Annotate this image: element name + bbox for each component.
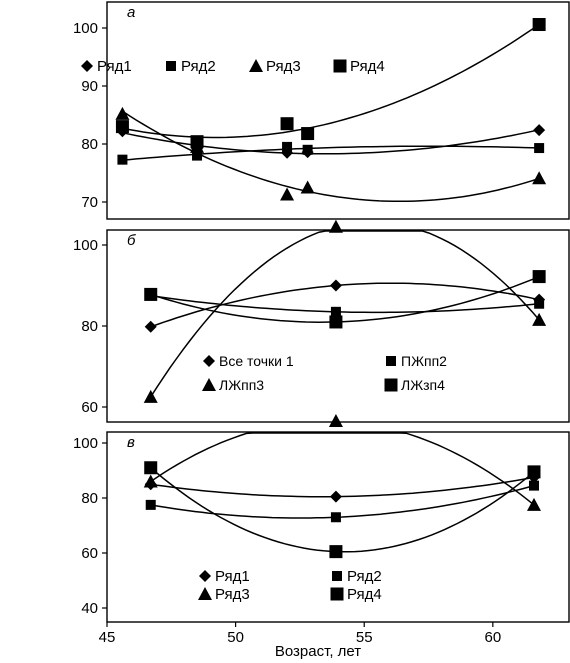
y-tick-label: 70 [81, 194, 98, 211]
data-point-series-3 [532, 312, 547, 326]
y-tick-label: 80 [81, 318, 98, 335]
trend-line-series-4 [150, 467, 535, 553]
legend-label-series-4: Ряд4 [347, 586, 382, 603]
data-point-series-2 [117, 154, 128, 165]
data-point-series-2 [145, 499, 156, 510]
data-point-series-4 [329, 545, 343, 559]
data-point-series-3 [328, 219, 343, 233]
data-point-series-3 [143, 389, 158, 403]
panel-label: а [127, 4, 135, 21]
legend-label-series-2: Ряд2 [181, 58, 216, 75]
data-point-series-3 [280, 187, 295, 201]
legend-label-series-4: ЛЖзп4 [401, 377, 445, 393]
data-point-series-4 [527, 465, 541, 479]
data-point-series-2 [534, 143, 545, 154]
trend-line-series-1 [122, 129, 540, 155]
data-point-series-4 [190, 135, 204, 149]
data-point-series-4 [280, 117, 294, 131]
data-point-series-3 [300, 180, 315, 194]
data-point-series-2 [192, 150, 203, 161]
y-tick-label: 100 [73, 20, 98, 37]
data-point-series-2 [302, 144, 313, 155]
data-point-series-4 [532, 270, 546, 284]
data-point-series-4 [532, 18, 546, 32]
x-axis-label: Возраст, лет [275, 643, 361, 660]
legend-marker-series-3 [249, 59, 263, 72]
legend-label-series-1: Все точки 1 [219, 353, 294, 369]
data-point-series-3 [526, 497, 541, 511]
data-point-series-4 [144, 461, 158, 475]
data-point-series-4 [115, 120, 129, 134]
trend-line-series-2 [150, 294, 540, 314]
x-tick-label: 55 [356, 629, 373, 646]
legend-label-series-4: Ряд4 [350, 58, 385, 75]
y-tick-label: 40 [81, 600, 98, 617]
data-point-series-1 [533, 124, 546, 137]
data-point-series-4 [329, 315, 343, 329]
panel-frame [106, 431, 570, 623]
panels: 70 80 90 100 а Ряд1 Ряд2 Ряд3 Ряд4 60 80 100 б Все то… [73, 1, 570, 623]
legend-label-series-1: Ряд1 [215, 568, 250, 585]
data-point-series-2 [330, 306, 341, 317]
y-tick-label: 60 [81, 399, 98, 416]
trend-line-series-4 [150, 275, 540, 323]
x-tick-label: 60 [484, 629, 501, 646]
legend-marker-series-1 [203, 355, 215, 367]
data-point-series-2 [282, 141, 293, 152]
legend-marker-series-2 [166, 61, 176, 71]
trend-line-series-3 [150, 432, 535, 506]
panel-frame [106, 1, 570, 220]
data-point-series-2 [330, 512, 341, 523]
legend-marker-series-4 [333, 59, 347, 73]
legend-marker-series-2 [332, 571, 342, 581]
trend-line-series-4 [122, 23, 540, 139]
legend-label-series-3: ЛЖпп3 [219, 377, 264, 393]
trend-line-series-2 [122, 145, 540, 161]
trend-line-series-1 [150, 476, 535, 498]
legend-label-series-1: Ряд1 [97, 58, 132, 75]
legend-marker-series-4 [330, 587, 344, 601]
y-tick-label: 90 [81, 78, 98, 95]
data-point-series-3 [115, 106, 130, 120]
data-point-series-3 [143, 474, 158, 488]
x-tick-label: 50 [227, 629, 244, 646]
trend-line-series-3 [122, 110, 540, 203]
chart-panel-в: 40 60 80 100 в Ряд1 Ряд2 Ряд3 Ряд4 [73, 414, 570, 623]
x-tick-label: 45 [99, 629, 116, 646]
y-tick-label: 100 [73, 435, 98, 452]
trend-line-series-1 [150, 282, 540, 328]
data-point-series-1 [329, 279, 342, 292]
chart-panel-а: 70 80 90 100 а Ряд1 Ряд2 Ряд3 Ряд4 [73, 1, 570, 220]
legend-marker-series-4 [384, 378, 398, 392]
trend-line-series-3 [150, 230, 540, 398]
legend-marker-series-3 [198, 587, 212, 600]
data-point-series-3 [328, 414, 343, 427]
y-tick-label: 100 [73, 237, 98, 254]
panel-label: в [127, 434, 135, 451]
data-point-series-4 [301, 127, 315, 141]
x-axis: Возраст, лет 45 50 55 60 [99, 622, 501, 660]
y-tick-label: 60 [81, 545, 98, 562]
legend-marker-series-2 [386, 356, 396, 366]
legend-marker-series-1 [81, 60, 93, 72]
panel-label: б [127, 232, 136, 249]
y-tick-label: 80 [81, 490, 98, 507]
legend-label-series-3: Ряд3 [215, 586, 250, 603]
legend-label-series-2: Ряд2 [347, 568, 382, 585]
legend-marker-series-1 [199, 570, 211, 582]
legend-label-series-3: Ряд3 [266, 58, 301, 75]
data-point-series-1 [329, 490, 342, 503]
data-point-series-3 [532, 171, 547, 185]
data-point-series-2 [534, 298, 545, 309]
data-point-series-2 [528, 480, 539, 491]
chart-panel-б: 60 80 100 б Все точки 1 ПЖпп2 ЛЖпп3 ЛЖзп4 [73, 219, 570, 423]
y-tick-label: 80 [81, 136, 98, 153]
legend-label-series-2: ПЖпп2 [401, 353, 447, 369]
data-point-series-1 [144, 320, 157, 333]
legend-marker-series-3 [202, 378, 216, 391]
data-point-series-4 [144, 287, 158, 301]
